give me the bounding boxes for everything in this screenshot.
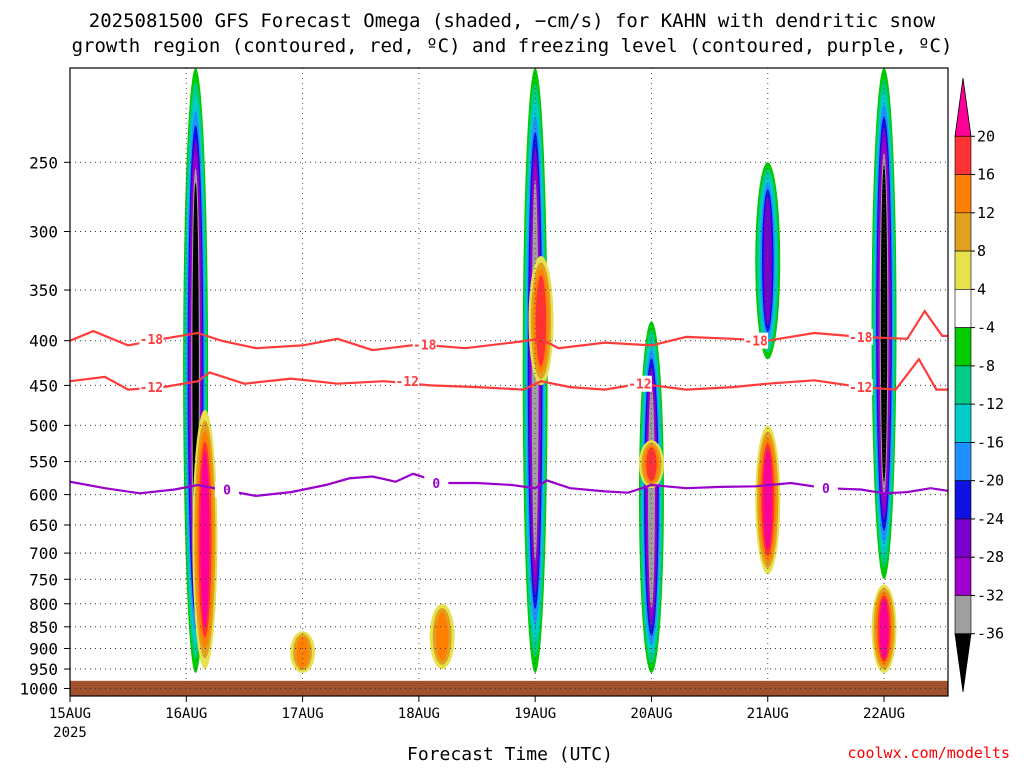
colorbar-label-8: -16	[977, 433, 1004, 451]
contour-label--18: -18	[140, 333, 164, 348]
contour-label-bg	[744, 332, 769, 349]
y-tick-label-250: 250	[29, 153, 58, 172]
omega-feature-3-level-2	[435, 612, 449, 661]
y-tick-label-850: 850	[29, 618, 58, 637]
contour-label--12: -12	[396, 375, 419, 390]
y-tick-label-800: 800	[29, 595, 58, 614]
contour-label--12: -12	[628, 378, 651, 393]
contour-label-bg	[139, 330, 164, 347]
contour-label-bg	[412, 336, 437, 353]
y-tick-label-400: 400	[29, 332, 58, 351]
y-tick-label-1000: 1000	[19, 679, 58, 698]
colorbar-swatch-12	[954, 556, 972, 596]
colorbar-swatch-13	[954, 595, 972, 635]
contour-label-0: 0	[822, 482, 830, 497]
colorbar-label-4: 4	[977, 280, 986, 298]
omega-feature-1-level-4	[200, 452, 210, 627]
contour-label-bg	[214, 481, 239, 498]
colorbar-label-10: -24	[977, 510, 1004, 528]
colorbar-label-11: -28	[977, 548, 1004, 566]
colorbar-label-3: 8	[977, 242, 986, 260]
contour-label--12: -12	[140, 381, 163, 396]
x-tick-label-15AUG: 15AUG	[49, 706, 91, 722]
colorbar-swatch-5	[954, 289, 972, 328]
contour-label-bg	[848, 379, 873, 396]
colorbar-swatch-1	[954, 135, 972, 175]
x-tick-label-16AUG: 16AUG	[165, 706, 207, 722]
y-axis: 250 300 350 400 450 500 550 600 650 700 750 800 850 9…	[19, 153, 70, 698]
colorbar-label-9: -20	[977, 472, 1004, 490]
x-tick-label-18AUG: 18AUG	[398, 706, 440, 722]
y-tick-label-550: 550	[29, 453, 58, 472]
y-tick-label-600: 600	[29, 486, 58, 505]
contour-label--18: -18	[849, 331, 873, 346]
y-tick-label-500: 500	[29, 416, 58, 435]
colorbar-cap-bottom	[954, 633, 972, 693]
colorbar-label-0: 20	[977, 127, 995, 145]
colorbar-swatch-2	[954, 174, 972, 214]
colorbar-label-1: 16	[977, 166, 995, 184]
contour-label-bg	[424, 475, 449, 492]
plot-frame	[69, 67, 949, 697]
colorbar-swatch-9	[954, 442, 972, 481]
omega-feature-7-level-3	[646, 447, 657, 482]
colorbar-swatch-11	[954, 518, 972, 558]
contour-label--18: -18	[744, 335, 768, 350]
colorbar-swatch-6	[954, 327, 972, 367]
omega-feature-6-level-7	[648, 386, 655, 608]
contour-label--18: -18	[413, 338, 437, 353]
y-tick-label-950: 950	[29, 660, 58, 679]
credit-text: coolwx.com/modelts	[847, 744, 1010, 762]
chart-title-line-2: growth region (contoured, red, ºC) and f…	[71, 35, 953, 57]
contour-label-bg	[813, 480, 838, 497]
y-tick-label-300: 300	[29, 223, 58, 242]
y-tick-label-750: 750	[29, 570, 58, 589]
colorbar-swatch-8	[954, 403, 972, 443]
colorbar-label-6: -8	[977, 357, 995, 375]
colorbar-label-7: -12	[977, 395, 1004, 413]
omega-shading	[183, 68, 897, 673]
y-tick-label-450: 450	[29, 376, 58, 395]
colorbar-label-13: -36	[977, 625, 1004, 643]
x-tick-label-20AUG: 20AUG	[630, 706, 672, 722]
contour-label-bg	[139, 379, 164, 396]
contour-label-bg	[627, 375, 652, 392]
contour-label--12: -12	[849, 381, 872, 396]
chart-title-line-1: 2025081500 GFS Forecast Omega (shaded, −…	[88, 10, 936, 32]
colorbar-swatch-4	[954, 250, 972, 290]
y-tick-label-900: 900	[29, 639, 58, 658]
omega-feature-5-level-3	[535, 275, 547, 366]
contour-label-bg	[395, 373, 420, 390]
omega-feature-2-level-2	[296, 636, 309, 668]
colorbar-label-12: -32	[977, 586, 1004, 604]
y-tick-label-350: 350	[29, 281, 58, 300]
x-tick-label-19AUG: 19AUG	[514, 706, 556, 722]
x-tick-label-17AUG: 17AUG	[282, 706, 324, 722]
contour-label-bg	[848, 328, 873, 345]
colorbar-swatch-7	[954, 365, 972, 405]
x-tick-label-21AUG: 21AUG	[747, 706, 789, 722]
colorbar-cap-top	[954, 77, 972, 137]
x-axis: 15AUG 16AUG 17AUG 18AUG 19AUG 20AUG 21AUG 22AUG…	[49, 696, 905, 741]
y-tick-label-650: 650	[29, 516, 58, 535]
colorbar-label-2: 12	[977, 204, 995, 222]
colorbar-swatch-10	[954, 480, 972, 520]
omega-feature-8-level-4	[763, 449, 773, 550]
contour-label-0: 0	[432, 477, 440, 492]
y-tick-label-700: 700	[29, 544, 58, 563]
contour-lines: -18 -18 -18 -18 -12 -12 -12 -12 0 0 0	[70, 309, 948, 499]
x-axis-label: Forecast Time (UTC)	[407, 744, 613, 765]
contour-label-0: 0	[223, 484, 231, 499]
x-tick-label-22AUG: 22AUG	[863, 706, 905, 722]
omega-feature-9-level-5	[763, 196, 772, 326]
ground-surface	[70, 680, 948, 696]
ground-fill	[70, 680, 948, 696]
colorbar-label-5: -4	[977, 319, 995, 337]
colorbar-swatch-3	[954, 212, 972, 252]
x-tick-sub-label: 2025	[53, 725, 87, 741]
colorbar: 20 16 12 8 4 -4 -8 -12 -16 -20 -24 -28 -32 -36	[954, 77, 1004, 693]
